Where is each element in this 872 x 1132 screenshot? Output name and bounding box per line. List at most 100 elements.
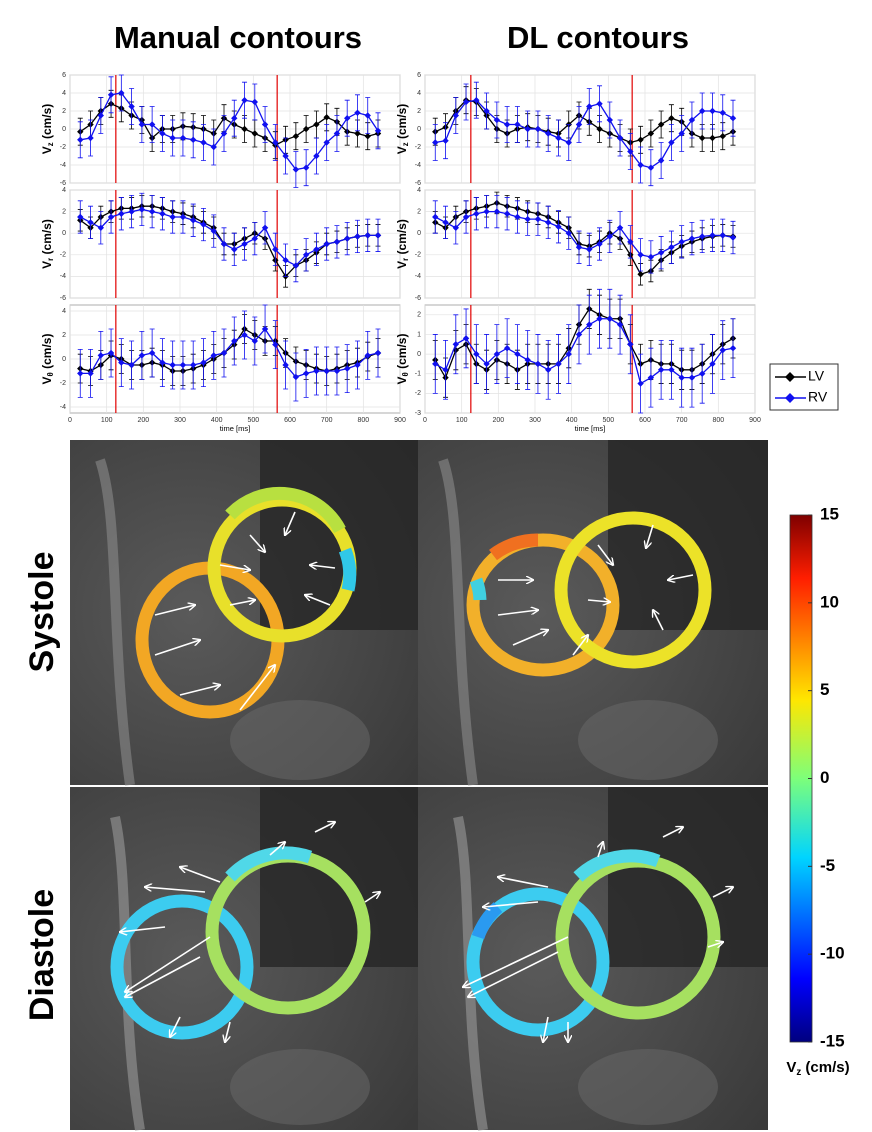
x-axis-label: time [ms] (220, 424, 250, 433)
x-tick-label: 600 (639, 417, 651, 424)
column-title: DL contours (507, 20, 689, 55)
data-point (241, 331, 248, 339)
label-unit: (cm/s) (40, 104, 54, 143)
data-point (432, 139, 439, 146)
data-point (596, 240, 603, 248)
data-point (524, 356, 531, 364)
data-point (493, 116, 501, 124)
data-point (719, 133, 726, 140)
data-point (555, 223, 562, 230)
data-point (483, 107, 490, 115)
data-point (616, 321, 624, 328)
data-point (179, 213, 187, 221)
data-point (159, 210, 166, 217)
data-point (302, 370, 310, 377)
label-unit: (cm/s) (40, 334, 54, 373)
data-point (148, 208, 156, 215)
data-point (323, 114, 330, 121)
data-point (473, 350, 480, 358)
data-point (709, 232, 716, 239)
data-point (179, 361, 187, 369)
data-point (302, 251, 310, 258)
data-point (699, 370, 706, 377)
label-subscript: z (401, 142, 410, 146)
axis-label: Vθ (cm/s) (395, 334, 410, 385)
x-tick-label: 900 (394, 417, 406, 424)
data-point (637, 161, 644, 169)
data-point (292, 166, 300, 173)
data-point (251, 130, 258, 137)
y-tick-label: 6 (417, 72, 421, 79)
data-point (432, 213, 439, 221)
x-tick-label: 0 (68, 417, 72, 424)
y-tick-label: 0 (417, 351, 421, 358)
y-tick-label: 4 (62, 187, 66, 194)
y-tick-label: 0 (417, 126, 421, 133)
label-subscript: z (46, 142, 55, 146)
y-tick-label: -1 (415, 371, 421, 378)
data-point (374, 127, 382, 134)
y-tick-label: 0 (62, 356, 66, 363)
data-point (200, 359, 207, 366)
data-point (200, 221, 207, 228)
y-tick-label: 4 (62, 308, 66, 315)
data-point (231, 246, 238, 253)
data-point (313, 367, 320, 375)
y-tick-label: -4 (415, 162, 421, 169)
data-point (709, 134, 716, 142)
axis-label: Vr (cm/s) (395, 219, 410, 269)
data-point (637, 251, 644, 258)
data-point (118, 210, 125, 217)
data-point (107, 349, 115, 357)
data-point (586, 246, 593, 253)
axis-label: Vθ (cm/s) (40, 334, 55, 385)
label-unit: (cm/s) (40, 219, 54, 258)
data-point (97, 352, 104, 359)
data-point (616, 224, 624, 231)
data-point (586, 321, 593, 328)
data-point (210, 143, 217, 151)
data-point (462, 213, 470, 221)
y-tick-label: -4 (60, 162, 66, 169)
data-point (647, 164, 655, 171)
data-point (220, 130, 228, 137)
data-point (354, 109, 361, 116)
x-tick-label: 400 (211, 417, 223, 424)
data-point (637, 380, 644, 387)
data-point (200, 139, 207, 146)
data-point (251, 98, 258, 106)
data-point (524, 215, 531, 223)
data-point (77, 213, 84, 221)
data-point (503, 121, 511, 128)
label-subscript: z (796, 1066, 801, 1077)
data-point (107, 91, 115, 98)
data-point (231, 337, 238, 345)
y-tick-label: 2 (417, 108, 421, 115)
data-point (657, 157, 665, 164)
data-point (678, 374, 685, 381)
data-point (627, 238, 634, 246)
x-axis-label: time [ms] (575, 424, 605, 433)
colorbar-tick-label: -5 (820, 856, 835, 875)
label-unit: (cm/s) (801, 1059, 849, 1076)
data-point (606, 116, 613, 124)
data-point (97, 112, 104, 119)
data-point (138, 121, 146, 128)
data-point (719, 346, 726, 354)
data-point (138, 206, 146, 213)
data-point (190, 136, 197, 143)
colorbar-tick-label: 15 (820, 504, 839, 523)
data-point (545, 130, 552, 137)
data-point (333, 367, 341, 375)
x-tick-label: 100 (101, 417, 113, 424)
data-point (169, 134, 176, 142)
data-point (503, 345, 511, 352)
data-point (159, 130, 166, 137)
data-point (514, 350, 521, 358)
series-line (80, 92, 379, 171)
label-symbol: V (40, 376, 54, 384)
data-point (442, 366, 449, 373)
series-line (435, 99, 734, 144)
data-point (647, 130, 655, 137)
data-point (473, 97, 480, 104)
